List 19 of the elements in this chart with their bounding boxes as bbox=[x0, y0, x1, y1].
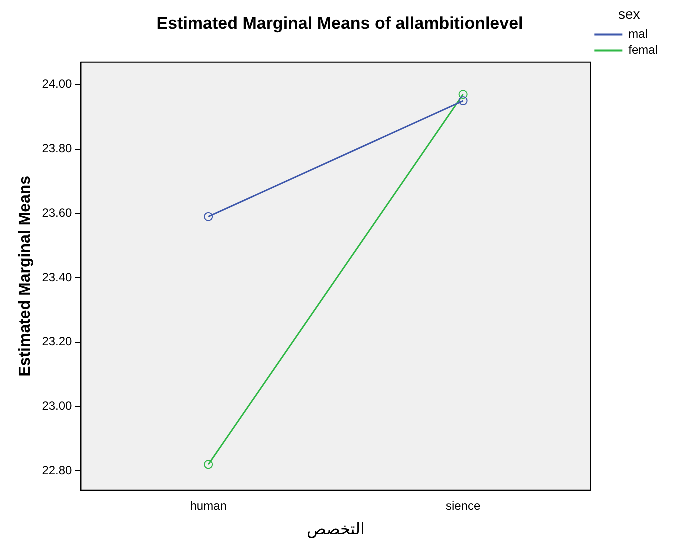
point bbox=[204, 460, 214, 470]
point bbox=[458, 96, 468, 106]
y-tick-label: 23.20 bbox=[42, 334, 73, 349]
legend-label: mal bbox=[628, 27, 648, 42]
y-tick-label: 23.80 bbox=[42, 142, 73, 156]
x-tick-label: human bbox=[190, 498, 227, 513]
legend-title: sex bbox=[618, 6, 640, 22]
legend-label: femal bbox=[628, 43, 658, 58]
x-axis-title: التخصص bbox=[306, 520, 365, 539]
point bbox=[204, 212, 214, 222]
y-tick-label: 23.00 bbox=[42, 399, 73, 414]
x-tick-label: sience bbox=[446, 498, 481, 513]
y-tick-label: 22.80 bbox=[42, 463, 73, 478]
y-tick-label: 24.00 bbox=[42, 77, 73, 92]
point bbox=[458, 90, 468, 100]
y-axis-title: Estimated Marginal Means bbox=[17, 176, 34, 377]
y-tick-label: 23.60 bbox=[42, 206, 73, 220]
y-tick-label: 23.40 bbox=[42, 270, 73, 284]
chart-title: Estimated Marginal Means of allambitionlevel bbox=[156, 14, 524, 33]
